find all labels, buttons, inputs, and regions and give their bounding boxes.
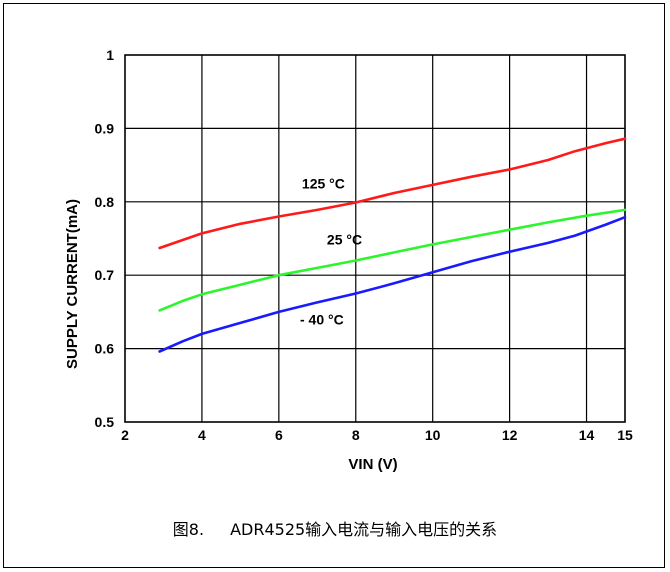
figure-number: 图8.: [172, 520, 205, 539]
y-axis-title: SUPPLY CURRENT(mA): [64, 199, 81, 369]
x-tick-label: 6: [275, 427, 283, 443]
figure-frame: [3, 3, 665, 568]
x-axis-title: VIN (V): [348, 456, 397, 473]
x-tick-label: 4: [198, 427, 206, 443]
y-tick-label: 1: [106, 47, 114, 63]
tick-labels: 2 4 6 8 10 12 14 15 0.5 0.6 0.7 0.8 0.9 1: [95, 47, 633, 443]
x-tick-label: 14: [579, 427, 595, 443]
y-tick-label: 0.8: [95, 194, 115, 210]
plot-border: [124, 54, 626, 423]
x-tick-label: 8: [352, 427, 360, 443]
series-label-1: 25 °C: [327, 231, 362, 247]
series-lines: [158, 137, 627, 353]
series-labels: 125 °C 25 °C - 40 °C: [300, 176, 362, 328]
y-tick-label: 0.5: [95, 414, 115, 430]
y-tick-label: 0.7: [95, 267, 115, 283]
x-tick-label: 10: [425, 427, 441, 443]
x-tick-label: 2: [121, 427, 129, 443]
series-line-1: [158, 208, 627, 312]
series-label-2: - 40 °C: [300, 311, 344, 327]
series-label-0: 125 °C: [302, 176, 345, 192]
x-tick-label: 15: [617, 427, 633, 443]
figure-caption-text: ADR4525输入电流与输入电压的关系: [230, 520, 498, 539]
y-tick-label: 0.6: [95, 341, 115, 357]
y-tick-label: 0.9: [95, 120, 115, 136]
x-tick-label: 12: [502, 427, 518, 443]
chart: 2 4 6 8 10 12 14 15 0.5 0.6 0.7 0.8 0.9 1 125 °C 25 °C…: [64, 47, 633, 473]
series-line-0: [158, 137, 627, 250]
series-line-2: [158, 215, 627, 353]
plot-grid: [124, 54, 626, 423]
figure-caption: 图8. ADR4525输入电流与输入电压的关系: [0, 516, 670, 540]
